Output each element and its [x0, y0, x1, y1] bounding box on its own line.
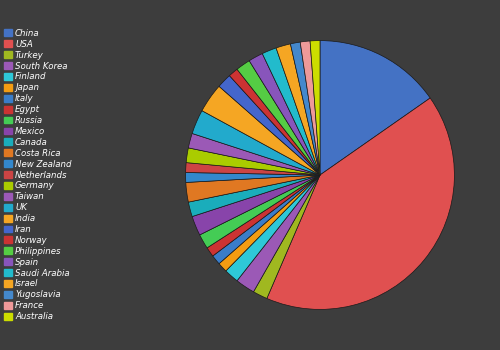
- Wedge shape: [237, 61, 320, 175]
- Wedge shape: [262, 48, 320, 175]
- Wedge shape: [267, 98, 454, 309]
- Wedge shape: [254, 175, 320, 299]
- Wedge shape: [192, 111, 320, 175]
- Wedge shape: [200, 175, 320, 248]
- Wedge shape: [276, 44, 320, 175]
- Wedge shape: [188, 175, 320, 217]
- Wedge shape: [219, 175, 320, 271]
- Wedge shape: [192, 175, 320, 235]
- Wedge shape: [226, 175, 320, 281]
- Wedge shape: [207, 175, 320, 256]
- Wedge shape: [186, 173, 320, 182]
- Wedge shape: [249, 54, 320, 175]
- Wedge shape: [219, 76, 320, 175]
- Wedge shape: [290, 42, 320, 175]
- Wedge shape: [212, 175, 320, 264]
- Wedge shape: [188, 133, 320, 175]
- Wedge shape: [186, 148, 320, 175]
- Wedge shape: [320, 41, 430, 175]
- Wedge shape: [237, 175, 320, 292]
- Wedge shape: [186, 175, 320, 202]
- Wedge shape: [230, 69, 320, 175]
- Wedge shape: [300, 41, 320, 175]
- Legend: China, USA, Turkey, South Korea, Finland, Japan, Italy, Egypt, Russia, Mexico, C: China, USA, Turkey, South Korea, Finland…: [4, 29, 71, 321]
- Wedge shape: [310, 41, 320, 175]
- Wedge shape: [186, 163, 320, 175]
- Wedge shape: [202, 86, 320, 175]
